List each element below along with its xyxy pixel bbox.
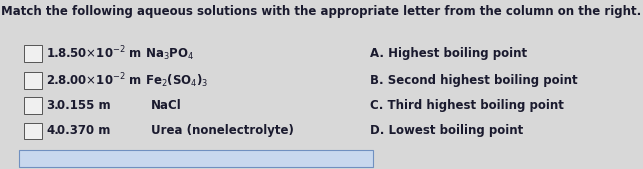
Text: Urea (nonelectrolyte): Urea (nonelectrolyte) [151,125,294,137]
Text: 1.: 1. [46,47,59,60]
Text: 0.155 m: 0.155 m [57,99,110,112]
Text: 0.370 m: 0.370 m [57,125,110,137]
Bar [24,45,42,62]
Text: B. Second highest boiling point: B. Second highest boiling point [370,74,577,87]
Text: D. Lowest boiling point: D. Lowest boiling point [370,125,523,137]
Text: 2.: 2. [46,74,59,87]
Text: detected in your answer  Check for typos: detected in your answer Check for typos [99,158,287,167]
Text: 8.00$\times$10$^{-2}$ m Fe$_2$(SO$_4$)$_3$: 8.00$\times$10$^{-2}$ m Fe$_2$(SO$_4$)$_… [57,71,208,90]
Text: C. Third highest boiling point: C. Third highest boiling point [370,99,564,112]
Bar [24,72,42,89]
FancyBboxPatch shape [19,150,373,167]
Bar [24,97,42,114]
Text: 8.50$\times$10$^{-2}$ m Na$_3$PO$_4$: 8.50$\times$10$^{-2}$ m Na$_3$PO$_4$ [57,44,194,63]
Text: Match the following aqueous solutions with the appropriate letter from the colum: Match the following aqueous solutions wi… [1,5,642,18]
Text: 4.: 4. [46,125,59,137]
Bar [24,123,42,139]
Text: A. Highest boiling point: A. Highest boiling point [370,47,527,60]
Text: 3.: 3. [46,99,59,112]
Text: NaCl: NaCl [151,99,182,112]
